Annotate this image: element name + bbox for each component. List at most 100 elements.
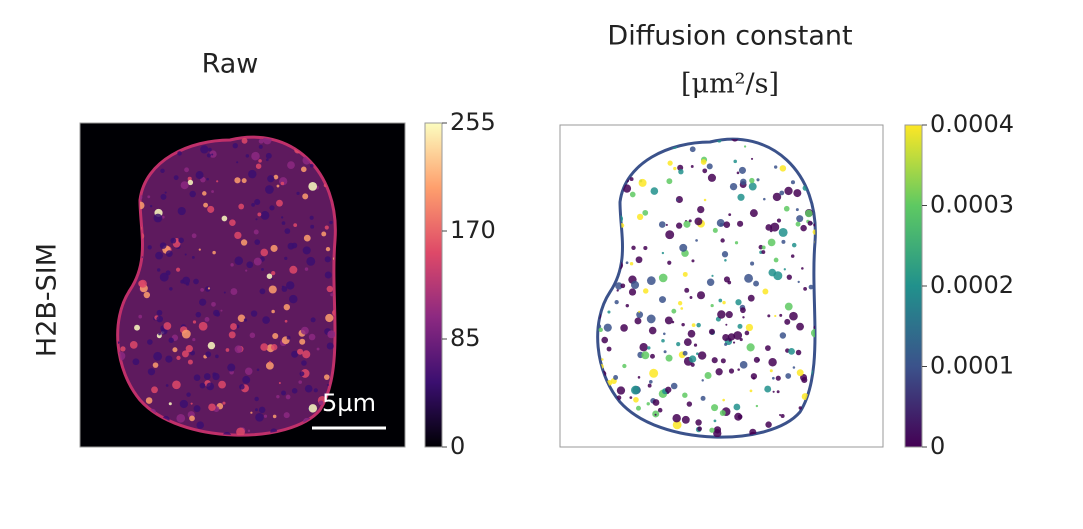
speckle (765, 224, 773, 231)
speckle (245, 269, 248, 272)
speckle (200, 145, 209, 154)
speckle (664, 316, 673, 325)
speckle (756, 178, 760, 182)
speckle (326, 342, 334, 350)
speckle (302, 246, 311, 255)
speckle (271, 278, 274, 281)
speckle (690, 362, 695, 367)
speckle (326, 285, 334, 293)
speckle (643, 245, 648, 251)
speckle (301, 360, 307, 366)
speckle (255, 218, 258, 221)
speckle (749, 209, 758, 218)
panel: Raw 5µm 0 85 170 255 (79, 49, 496, 460)
speckle (647, 383, 652, 388)
speckle (636, 311, 644, 319)
speckle (270, 244, 278, 252)
speckle (310, 317, 316, 323)
speckle (143, 291, 151, 299)
speckle (242, 375, 251, 384)
speckle (711, 357, 718, 364)
speckle (207, 341, 216, 350)
speckle (681, 415, 690, 424)
speckle (263, 414, 268, 418)
speckle (659, 296, 666, 304)
speckle (678, 169, 684, 175)
speckle (614, 299, 619, 305)
speckle (744, 330, 750, 336)
speckle (205, 351, 212, 358)
speckle (701, 379, 704, 382)
speckle (598, 327, 603, 333)
speckle (746, 343, 755, 352)
speckle (764, 385, 772, 393)
speckle (157, 268, 161, 272)
speckle (297, 348, 304, 355)
speckle (788, 348, 795, 355)
speckle (762, 288, 769, 295)
speckle (181, 329, 191, 339)
speckle (159, 272, 169, 282)
speckle (230, 288, 238, 295)
speckle (657, 407, 663, 413)
speckle (795, 208, 799, 212)
speckle (216, 180, 219, 183)
speckle (658, 221, 666, 228)
speckle (681, 322, 685, 327)
speckle (204, 317, 210, 322)
speckle (805, 209, 813, 218)
speckle (120, 346, 126, 352)
speckle (629, 262, 634, 266)
speckle (184, 167, 189, 173)
speckle (750, 261, 755, 266)
speckle (234, 177, 241, 184)
speckle (234, 345, 243, 354)
speckle (254, 198, 261, 205)
speckle (132, 358, 140, 366)
speckle (786, 274, 792, 280)
speckle (665, 223, 668, 226)
speckle (652, 399, 660, 406)
speckle (207, 205, 215, 213)
speckle (740, 178, 747, 186)
speckle (629, 191, 636, 198)
speckle (117, 341, 120, 344)
speckle (327, 330, 336, 339)
speckle (722, 300, 726, 305)
panel-subtitle: [μm²/s] (681, 69, 779, 100)
speckle (228, 331, 236, 339)
speckle (299, 371, 305, 377)
speckle (711, 404, 719, 412)
speckle (253, 229, 259, 235)
speckle (693, 343, 698, 347)
speckle (670, 449, 673, 452)
speckle (161, 215, 165, 219)
speckle (308, 404, 318, 413)
speckle (691, 323, 696, 328)
speckle (723, 221, 731, 228)
speckle (186, 392, 191, 397)
speckle (222, 431, 232, 436)
speckle (631, 385, 640, 395)
colorbar-tick-label: 85 (450, 324, 481, 352)
speckle (215, 354, 219, 359)
speckle (690, 165, 694, 168)
speckle (246, 261, 254, 269)
speckle (208, 403, 216, 411)
speckle (629, 177, 634, 182)
speckle (725, 323, 728, 326)
speckle (734, 241, 739, 245)
speckle (212, 372, 217, 377)
speckle (697, 205, 705, 214)
speckle (696, 352, 699, 356)
speckle (728, 338, 732, 342)
speckle (190, 402, 193, 405)
speckle (238, 203, 245, 210)
speckle (616, 386, 626, 395)
speckle (677, 301, 683, 306)
speckle (793, 189, 802, 198)
speckle (783, 205, 790, 212)
speckle (145, 397, 153, 404)
speckle (199, 298, 207, 306)
speckle (134, 324, 140, 331)
